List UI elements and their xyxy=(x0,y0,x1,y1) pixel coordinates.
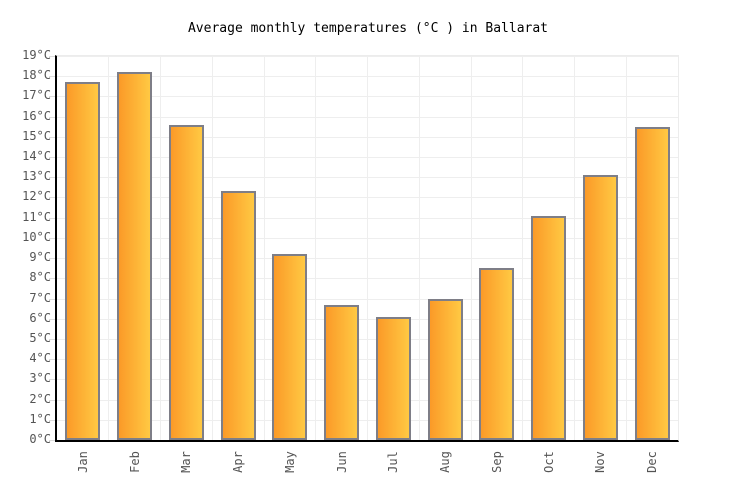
y-axis-tick xyxy=(49,379,55,381)
y-axis-tick-label: 3°C xyxy=(29,371,51,386)
x-axis-label-feb: Feb xyxy=(127,451,142,473)
y-axis-tick-label: 14°C xyxy=(22,149,51,164)
y-axis-tick xyxy=(49,419,55,421)
bar-feb xyxy=(117,72,153,440)
y-axis-tick-label: 5°C xyxy=(29,330,51,345)
x-axis-label-aug: Aug xyxy=(438,451,453,473)
y-axis-tick xyxy=(49,298,55,300)
y-axis-tick xyxy=(49,399,55,401)
bar-nov xyxy=(582,175,618,440)
bar-mar xyxy=(168,124,204,440)
vertical-gridline xyxy=(574,56,575,440)
y-axis-tick xyxy=(49,136,55,138)
y-axis-tick-label: 18°C xyxy=(22,68,51,83)
vertical-gridline xyxy=(315,56,317,440)
y-axis-tick-label: 8°C xyxy=(29,270,51,285)
y-axis-tick xyxy=(49,56,55,57)
x-axis-label-oct: Oct xyxy=(541,451,556,473)
x-axis-label-jan: Jan xyxy=(75,451,90,473)
vertical-gridline xyxy=(367,56,368,440)
bar-jul xyxy=(375,316,411,440)
vertical-gridline xyxy=(263,56,265,440)
y-axis-tick-label: 12°C xyxy=(22,189,51,204)
y-axis-tick-label: 17°C xyxy=(22,88,51,103)
y-axis-tick-label: 10°C xyxy=(22,229,51,244)
y-axis-tick-label: 19°C xyxy=(22,48,51,62)
y-axis-tick-label: 4°C xyxy=(29,351,51,366)
y-axis-tick xyxy=(49,318,55,320)
chart-title: Average monthly temperatures (°C ) in Ba… xyxy=(187,21,549,36)
y-axis-tick xyxy=(49,157,55,159)
y-axis-tick-label: 0°C xyxy=(29,432,51,446)
y-axis-tick-label: 11°C xyxy=(22,209,51,224)
x-axis-label-nov: Nov xyxy=(593,451,608,473)
y-axis-tick-label: 13°C xyxy=(22,169,51,184)
bar-sep xyxy=(479,268,515,440)
y-axis-tick xyxy=(49,217,55,219)
bar-may xyxy=(272,254,308,440)
y-axis-tick-label: 7°C xyxy=(29,290,51,305)
vertical-gridline xyxy=(108,56,110,440)
y-axis-tick xyxy=(49,278,55,280)
x-axis-label-jun: Jun xyxy=(334,451,349,473)
vertical-gridline xyxy=(160,56,161,440)
y-axis-tick-label: 16°C xyxy=(22,108,51,123)
y-axis-tick-label: 15°C xyxy=(22,128,51,143)
y-axis-tick xyxy=(49,338,55,340)
y-axis-tick xyxy=(49,76,55,78)
vertical-gridline xyxy=(470,56,472,440)
y-axis-tick xyxy=(49,197,55,199)
x-axis-label-may: May xyxy=(282,451,297,473)
x-axis-label-dec: Dec xyxy=(645,451,660,473)
bar-apr xyxy=(220,191,256,440)
y-axis-tick-label: 6°C xyxy=(29,310,51,325)
y-axis-tick xyxy=(49,116,55,118)
y-axis-tick-label: 2°C xyxy=(29,391,51,406)
y-axis-tick xyxy=(49,258,55,260)
x-axis-label-mar: Mar xyxy=(179,451,194,473)
y-axis-tick-label: 1°C xyxy=(29,411,51,426)
y-axis-tick xyxy=(49,96,55,98)
bar-jun xyxy=(324,304,360,440)
bar-aug xyxy=(427,298,463,440)
bar-dec xyxy=(634,126,670,440)
y-axis-tick xyxy=(49,237,55,239)
vertical-gridline xyxy=(418,56,420,440)
y-axis-tick-label: 9°C xyxy=(29,250,51,265)
x-axis-label-apr: Apr xyxy=(231,451,246,473)
vertical-gridline xyxy=(211,56,213,440)
vertical-gridline xyxy=(522,56,524,440)
x-axis-label-jul: Jul xyxy=(386,451,401,473)
y-axis-tick xyxy=(49,177,55,179)
bar-jan xyxy=(65,82,101,440)
bar-oct xyxy=(531,215,567,440)
x-axis-label-sep: Sep xyxy=(489,451,504,473)
vertical-gridline xyxy=(625,56,627,440)
plot-area xyxy=(49,55,679,442)
y-axis-tick xyxy=(49,440,55,441)
y-axis-tick xyxy=(49,359,55,361)
